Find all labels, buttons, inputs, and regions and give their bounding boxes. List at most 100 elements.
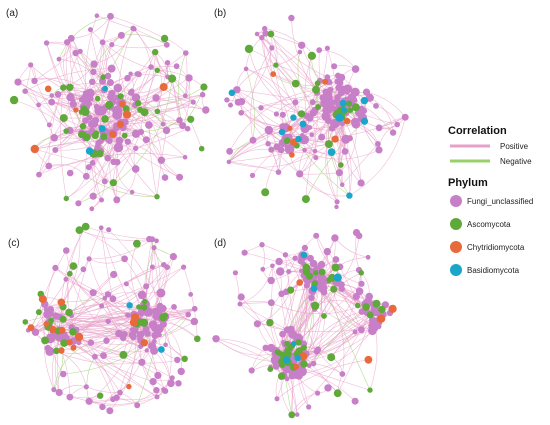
positive-edge — [236, 64, 276, 90]
ascomycota-node — [301, 195, 310, 204]
ascomycota-node — [168, 74, 177, 83]
chytridiomycota-node — [57, 298, 66, 307]
fungi-unclassified-node — [232, 270, 238, 276]
fungi-unclassified-node — [101, 178, 108, 185]
negative-edge — [53, 342, 92, 390]
positive-edge — [34, 148, 93, 164]
fungi-unclassified-node — [182, 154, 188, 160]
fungi-unclassified-node — [238, 110, 244, 116]
fungi-unclassified-node — [249, 136, 257, 144]
basidiomycota-node — [360, 96, 369, 105]
positive-edge — [330, 331, 356, 358]
positive-edge — [366, 91, 406, 118]
negative-edge — [297, 51, 316, 111]
fungi-unclassified-node — [306, 114, 314, 122]
positive-edge — [318, 50, 321, 81]
negative-edge — [86, 356, 96, 402]
fungi-unclassified-node — [183, 50, 189, 56]
chytridiomycota-node — [331, 135, 339, 143]
ascomycota-node — [298, 110, 306, 118]
fungi-unclassified-node — [99, 303, 105, 309]
legend-fungi-unclassified-label: Fungi_unclassified — [467, 197, 533, 206]
positive-edge — [66, 42, 117, 126]
fungi-unclassified-node — [131, 165, 140, 173]
fungi-unclassified-node — [313, 232, 320, 239]
fungi-unclassified-node — [117, 389, 123, 396]
positive-edge — [111, 44, 167, 49]
positive-edge — [88, 258, 106, 299]
positive-edge — [102, 44, 113, 78]
fungi-unclassified-node — [269, 45, 275, 51]
fungi-unclassified-node — [324, 45, 330, 51]
positive-edge — [34, 78, 91, 94]
ascomycota-node — [78, 109, 85, 115]
fungi-unclassified-node — [340, 85, 346, 91]
fungi-unclassified-node — [179, 122, 187, 130]
fungi-unclassified-node — [82, 172, 90, 180]
chytridiomycota-node — [287, 125, 293, 131]
ascomycota-node — [79, 131, 87, 138]
fungi-unclassified-node — [268, 146, 275, 153]
fungi-unclassified-node — [45, 346, 55, 356]
ascomycota-node — [288, 411, 296, 419]
fungi-unclassified-node — [175, 380, 182, 387]
panel-d-nodes — [212, 229, 397, 419]
positive-edge — [228, 143, 330, 168]
basidiomycota-node — [85, 147, 94, 155]
fungi-unclassified-node — [50, 134, 58, 142]
fungi-unclassified-node — [75, 200, 82, 207]
ascomycota-node — [93, 130, 100, 137]
chytridiomycota-node — [343, 117, 351, 125]
ascomycota-node — [301, 344, 307, 351]
fungi-unclassified-node — [100, 352, 107, 359]
fungi-unclassified-node — [202, 106, 210, 114]
chytridiomycota-node — [73, 107, 79, 113]
ascomycota-node — [330, 285, 338, 293]
fungi-unclassified-node — [121, 255, 128, 263]
positive-edge — [55, 267, 94, 293]
fungi-unclassified-node — [149, 236, 156, 243]
basidiomycota-node — [102, 85, 108, 92]
fungi-unclassified-node — [152, 94, 160, 102]
fungi-unclassified-node — [142, 136, 150, 144]
fungi-unclassified-node — [113, 196, 121, 204]
legend-phylum-title: Phylum — [448, 177, 488, 189]
fungi-unclassified-node — [241, 249, 248, 256]
fungi-unclassified-node — [288, 14, 295, 22]
positive-edge — [304, 149, 342, 166]
fungi-unclassified-node — [113, 158, 121, 166]
fungi-unclassified-node — [233, 86, 241, 94]
positive-edge — [369, 328, 378, 391]
ascomycota-node — [187, 115, 195, 123]
fungi-unclassified-node — [115, 329, 123, 338]
basidiomycota-node — [310, 285, 318, 292]
ascomycota-node — [307, 51, 316, 61]
ascomycota-node — [154, 67, 160, 74]
negative-edge — [58, 16, 111, 60]
fungi-unclassified-node — [54, 91, 62, 98]
chytridiomycota-node — [118, 100, 126, 108]
fungi-unclassified-node — [52, 264, 59, 271]
fungi-unclassified-node — [389, 129, 397, 136]
ascomycota-node — [324, 140, 333, 149]
fungi-unclassified-node — [132, 26, 137, 32]
fungi-unclassified-node — [99, 39, 106, 46]
fungi-unclassified-node — [99, 403, 106, 411]
fungi-unclassified-node — [259, 34, 265, 41]
fungi-unclassified-node — [292, 99, 299, 106]
fungi-unclassified-node — [36, 102, 41, 108]
positive-edge — [38, 104, 55, 138]
fungi-unclassified-node — [134, 402, 141, 409]
positive-edge — [231, 92, 278, 147]
fungi-unclassified-node — [52, 147, 59, 153]
fungi-unclassified-node — [45, 162, 53, 170]
fungi-unclassified-node — [28, 62, 34, 68]
positive-edge — [228, 161, 279, 173]
fungi-unclassified-node — [46, 309, 54, 317]
fungi-unclassified-node — [169, 253, 177, 261]
panel-a: (a) — [6, 8, 210, 212]
fungi-unclassified-node — [228, 102, 233, 108]
positive-edge — [119, 350, 147, 393]
ascomycota-node — [65, 308, 73, 317]
ascomycota-node — [284, 340, 290, 347]
